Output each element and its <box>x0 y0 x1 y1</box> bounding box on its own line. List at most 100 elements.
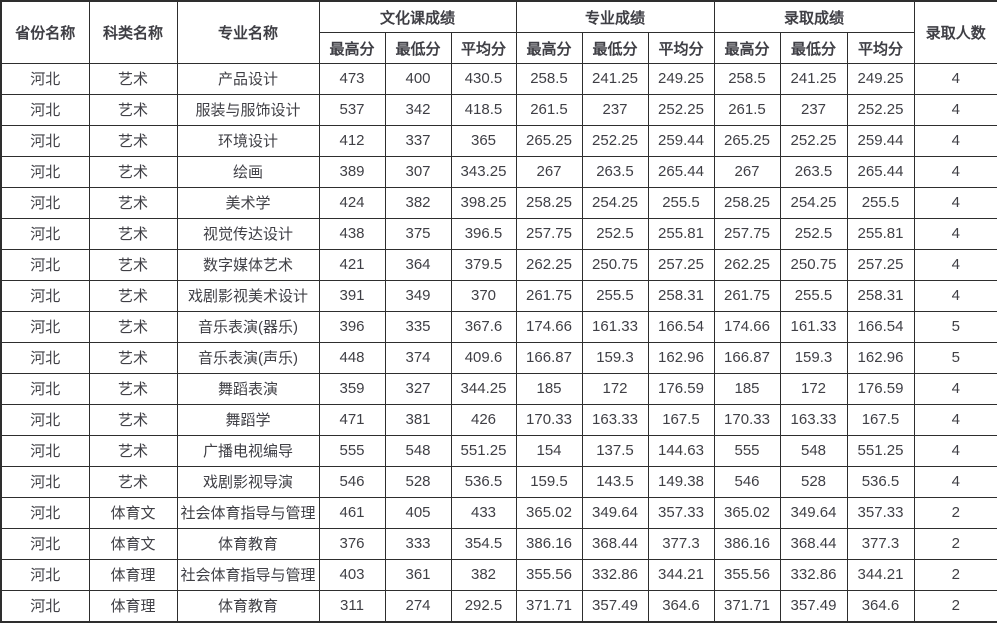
cell-count: 2 <box>913 589 997 623</box>
cell-major: 美术学 <box>176 186 320 219</box>
cell-admit-min: 252.25 <box>779 124 848 157</box>
cell-major: 社会体育指导与管理 <box>176 558 320 591</box>
cell-culture-min: 381 <box>384 403 452 436</box>
header-major-min: 最低分 <box>581 32 649 64</box>
cell-major: 舞蹈表演 <box>176 372 320 405</box>
header-major: 专业名称 <box>176 0 320 64</box>
cell-major-max: 257.75 <box>515 217 583 250</box>
table-row: 河北 艺术 舞蹈表演 359 327 344.25 185 172 176.59 185 172 17… <box>0 372 997 405</box>
cell-culture-max: 389 <box>318 155 386 188</box>
cell-culture-min: 405 <box>384 496 452 529</box>
table-row: 河北 艺术 广播电视编导 555 548 551.25 154 137.5 144.63 555 5… <box>0 434 997 467</box>
cell-count: 4 <box>913 217 997 250</box>
cell-admit-min: 254.25 <box>779 186 848 219</box>
cell-major-min: 137.5 <box>581 434 649 467</box>
cell-major-min: 161.33 <box>581 310 649 343</box>
cell-category: 体育理 <box>88 589 178 623</box>
table-row: 河北 艺术 舞蹈学 471 381 426 170.33 163.33 167.5 170.33 1… <box>0 403 997 436</box>
cell-category: 艺术 <box>88 124 178 157</box>
cell-admit-max: 261.5 <box>713 93 781 126</box>
cell-admit-max: 257.75 <box>713 217 781 250</box>
cell-category: 艺术 <box>88 465 178 498</box>
header-culture-max: 最高分 <box>318 32 386 64</box>
cell-major-max: 261.75 <box>515 279 583 312</box>
cell-province: 河北 <box>0 310 90 343</box>
cell-admit-min: 252.5 <box>779 217 848 250</box>
cell-admit-min: 548 <box>779 434 848 467</box>
cell-major-avg: 162.96 <box>647 341 715 374</box>
cell-major-min: 252.5 <box>581 217 649 250</box>
cell-major-max: 185 <box>515 372 583 405</box>
cell-culture-max: 471 <box>318 403 386 436</box>
cell-major-max: 261.5 <box>515 93 583 126</box>
table-row: 河北 艺术 服装与服饰设计 537 342 418.5 261.5 237 252.25 261.… <box>0 93 997 126</box>
cell-admit-max: 261.75 <box>713 279 781 312</box>
cell-major-max: 170.33 <box>515 403 583 436</box>
cell-culture-avg: 344.25 <box>450 372 517 405</box>
cell-culture-min: 548 <box>384 434 452 467</box>
header-admit-avg: 平均分 <box>846 32 915 64</box>
cell-category: 艺术 <box>88 279 178 312</box>
cell-major: 社会体育指导与管理 <box>176 496 320 529</box>
cell-major: 产品设计 <box>176 63 320 95</box>
cell-culture-min: 364 <box>384 248 452 281</box>
cell-major-avg: 259.44 <box>647 124 715 157</box>
cell-category: 体育理 <box>88 558 178 591</box>
cell-category: 艺术 <box>88 217 178 250</box>
table-row: 河北 艺术 数字媒体艺术 421 364 379.5 262.25 250.75 257.25 2… <box>0 248 997 281</box>
cell-culture-max: 359 <box>318 372 386 405</box>
cell-admit-avg: 167.5 <box>846 403 915 436</box>
cell-major: 戏剧影视导演 <box>176 465 320 498</box>
cell-admit-min: 237 <box>779 93 848 126</box>
cell-culture-avg: 354.5 <box>450 527 517 560</box>
header-row-groups: 省份名称 科类名称 专业名称 文化课成绩 专业成绩 录取成绩 录取人数 <box>0 0 997 64</box>
cell-admit-min: 263.5 <box>779 155 848 188</box>
cell-province: 河北 <box>0 558 90 591</box>
cell-admit-avg: 364.6 <box>846 589 915 623</box>
header-major-max: 最高分 <box>515 32 583 64</box>
table-row: 河北 艺术 音乐表演(声乐) 448 374 409.6 166.87 159.3 162.96… <box>0 341 997 374</box>
cell-culture-max: 396 <box>318 310 386 343</box>
cell-major-max: 355.56 <box>515 558 583 591</box>
cell-culture-max: 421 <box>318 248 386 281</box>
table-row: 河北 艺术 美术学 424 382 398.25 258.25 254.25 255.5 258.… <box>0 186 997 219</box>
cell-major-avg: 255.5 <box>647 186 715 219</box>
cell-admit-min: 163.33 <box>779 403 848 436</box>
cell-major-min: 250.75 <box>581 248 649 281</box>
table-row: 河北 艺术 环境设计 412 337 365 265.25 252.25 259.44 265.2… <box>0 124 997 157</box>
cell-major-avg: 176.59 <box>647 372 715 405</box>
cell-culture-avg: 370 <box>450 279 517 312</box>
cell-major-avg: 344.21 <box>647 558 715 591</box>
cell-major-avg: 258.31 <box>647 279 715 312</box>
cell-admit-min: 255.5 <box>779 279 848 312</box>
cell-count: 2 <box>913 527 997 560</box>
cell-major: 体育教育 <box>176 589 320 623</box>
cell-category: 艺术 <box>88 310 178 343</box>
cell-culture-max: 412 <box>318 124 386 157</box>
cell-admit-max: 185 <box>713 372 781 405</box>
cell-culture-avg: 343.25 <box>450 155 517 188</box>
cell-culture-min: 375 <box>384 217 452 250</box>
cell-major-max: 265.25 <box>515 124 583 157</box>
cell-province: 河北 <box>0 341 90 374</box>
cell-admit-max: 265.25 <box>713 124 781 157</box>
table-row: 河北 艺术 产品设计 473 400 430.5 258.5 241.25 249.25 258.… <box>0 63 997 95</box>
cell-count: 4 <box>913 465 997 498</box>
cell-culture-min: 335 <box>384 310 452 343</box>
cell-culture-min: 400 <box>384 63 452 95</box>
cell-major-max: 258.5 <box>515 63 583 95</box>
cell-culture-max: 403 <box>318 558 386 591</box>
cell-count: 4 <box>913 186 997 219</box>
cell-culture-max: 546 <box>318 465 386 498</box>
cell-province: 河北 <box>0 248 90 281</box>
cell-admit-avg: 252.25 <box>846 93 915 126</box>
cell-culture-max: 438 <box>318 217 386 250</box>
cell-major-min: 357.49 <box>581 589 649 623</box>
cell-culture-max: 461 <box>318 496 386 529</box>
cell-category: 艺术 <box>88 372 178 405</box>
cell-major-min: 143.5 <box>581 465 649 498</box>
cell-admit-min: 332.86 <box>779 558 848 591</box>
cell-major: 视觉传达设计 <box>176 217 320 250</box>
cell-major-avg: 257.25 <box>647 248 715 281</box>
